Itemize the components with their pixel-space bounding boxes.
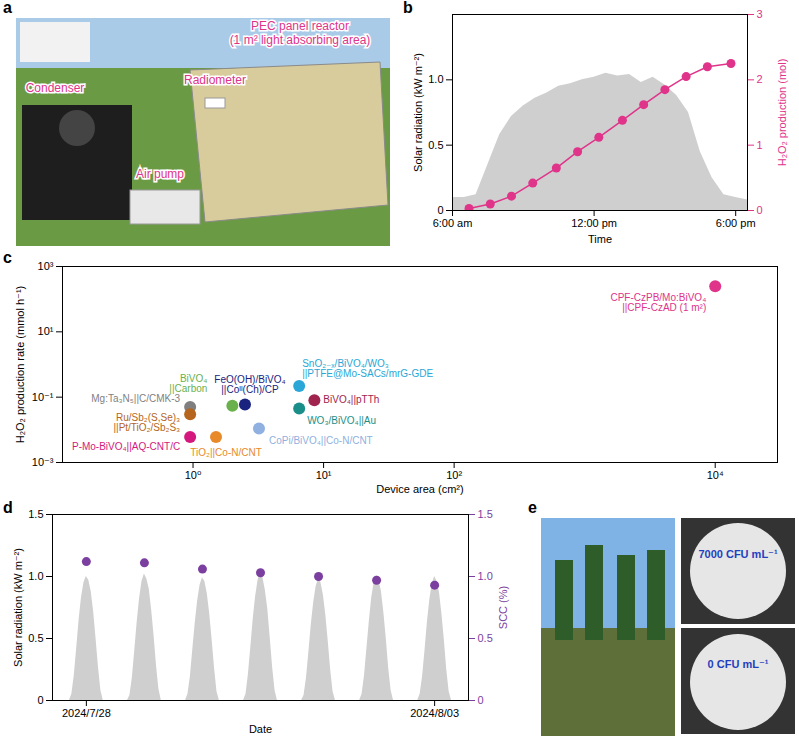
svg-text:0.5: 0.5 bbox=[28, 632, 43, 644]
svg-text:0.5: 0.5 bbox=[428, 139, 443, 151]
svg-text:0: 0 bbox=[478, 694, 484, 706]
svg-text:BiVO₄||Carbon: BiVO₄||Carbon bbox=[169, 373, 207, 394]
svg-text:0: 0 bbox=[757, 204, 763, 216]
svg-text:6:00 am: 6:00 am bbox=[433, 217, 473, 229]
svg-text:FeO(OH)/BiVO₄||Coᴵᴵ(Ch)/CP: FeO(OH)/BiVO₄||Coᴵᴵ(Ch)/CP bbox=[214, 374, 285, 395]
svg-text:Mg:Ta₃N₅||C/CMK-3: Mg:Ta₃N₅||C/CMK-3 bbox=[91, 393, 180, 404]
svg-text:1.0: 1.0 bbox=[428, 73, 443, 85]
svg-text:CPF-CzPB/Mo:BiVO₄||CPF-CzAD (1: CPF-CzPB/Mo:BiVO₄||CPF-CzAD (1 m²) bbox=[610, 292, 706, 313]
svg-text:BiVO₄||pTTh: BiVO₄||pTTh bbox=[323, 394, 379, 405]
html-text:c: c bbox=[3, 249, 12, 266]
svg-text:PEC panel reactor(1 m² light a: PEC panel reactor(1 m² light absorbing a… bbox=[230, 19, 371, 47]
svg-text:6:00 pm: 6:00 pm bbox=[716, 217, 756, 229]
svg-text:CoPi/BiVO₄||Co-N/CNT: CoPi/BiVO₄||Co-N/CNT bbox=[269, 435, 373, 446]
svg-text:Solar radiation (kW m⁻²): Solar radiation (kW m⁻²) bbox=[412, 53, 424, 172]
svg-text:10³: 10³ bbox=[38, 260, 54, 272]
svg-text:Condenser: Condenser bbox=[26, 81, 85, 95]
svg-text:1.5: 1.5 bbox=[28, 508, 43, 520]
svg-text:0.5: 0.5 bbox=[478, 632, 493, 644]
svg-text:Date: Date bbox=[249, 723, 272, 735]
html-text:b: b bbox=[403, 0, 413, 16]
svg-text:Time: Time bbox=[588, 233, 612, 245]
svg-text:Air pump: Air pump bbox=[136, 167, 184, 181]
svg-text:0: 0 bbox=[37, 694, 43, 706]
svg-text:1: 1 bbox=[757, 139, 763, 151]
html-text:a: a bbox=[3, 0, 12, 16]
svg-text:Device area (cm²): Device area (cm²) bbox=[376, 483, 463, 495]
svg-text:Ru/Sb₂(S,Se)₃||Pt/TiO₂/Sb₂S₃: Ru/Sb₂(S,Se)₃||Pt/TiO₂/Sb₂S₃ bbox=[113, 412, 180, 433]
html-text:d: d bbox=[3, 499, 13, 516]
svg-text:2: 2 bbox=[757, 73, 763, 85]
svg-text:2024/8/03: 2024/8/03 bbox=[410, 707, 459, 719]
svg-text:7000 CFU mL⁻¹: 7000 CFU mL⁻¹ bbox=[698, 548, 777, 560]
svg-text:H₂O₂ production (mol): H₂O₂ production (mol) bbox=[776, 59, 788, 167]
svg-text:10⁻³: 10⁻³ bbox=[32, 456, 54, 468]
svg-text:10⁰: 10⁰ bbox=[185, 469, 202, 481]
svg-text:SnO₂₋ₓ/BiVO₄/WO₃||PTFE@Mo-SACs: SnO₂₋ₓ/BiVO₄/WO₃||PTFE@Mo-SACs/mrG-GDE bbox=[302, 358, 433, 379]
html-text:e: e bbox=[528, 499, 537, 516]
svg-text:Solar radiation (kW m⁻²): Solar radiation (kW m⁻²) bbox=[12, 548, 24, 667]
svg-text:10¹: 10¹ bbox=[38, 325, 54, 337]
svg-text:H₂O₂ production rate (mmol h⁻¹: H₂O₂ production rate (mmol h⁻¹) bbox=[14, 286, 26, 443]
svg-text:2024/7/28: 2024/7/28 bbox=[62, 707, 111, 719]
svg-text:10²: 10² bbox=[446, 469, 462, 481]
svg-text:0 CFU mL⁻¹: 0 CFU mL⁻¹ bbox=[708, 658, 769, 670]
svg-text:10⁻¹: 10⁻¹ bbox=[32, 391, 54, 403]
svg-text:1.0: 1.0 bbox=[478, 570, 493, 582]
svg-text:10¹: 10¹ bbox=[316, 469, 332, 481]
svg-text:12:00 pm: 12:00 pm bbox=[571, 217, 617, 229]
svg-text:WO₃/BiVO₄||Au: WO₃/BiVO₄||Au bbox=[307, 415, 376, 426]
svg-text:TiO₂||Co-N/CNT: TiO₂||Co-N/CNT bbox=[190, 447, 261, 458]
svg-text:Radiometer: Radiometer bbox=[184, 73, 246, 87]
svg-text:1.5: 1.5 bbox=[478, 508, 493, 520]
svg-text:SCC (%): SCC (%) bbox=[497, 586, 509, 629]
svg-text:1.0: 1.0 bbox=[28, 570, 43, 582]
svg-text:0: 0 bbox=[437, 204, 443, 216]
svg-text:P-Mo-BiVO₄||AQ-CNT/C: P-Mo-BiVO₄||AQ-CNT/C bbox=[72, 441, 180, 452]
svg-text:3: 3 bbox=[757, 8, 763, 20]
svg-text:10⁴: 10⁴ bbox=[707, 469, 724, 481]
